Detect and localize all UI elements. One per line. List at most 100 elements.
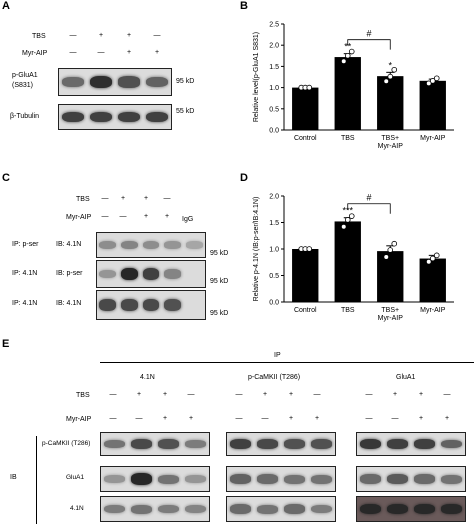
tbs-sign: — — [313, 391, 321, 398]
row-label: 4.1N — [70, 505, 84, 512]
blot-band — [185, 241, 203, 249]
blot-band — [157, 439, 180, 449]
myr-sign: + — [162, 415, 168, 422]
group-label: GluA1 — [396, 374, 416, 381]
blot-band — [118, 111, 140, 123]
x-tick-label: TBS+ — [381, 135, 399, 142]
y-tick-label: 2.0 — [269, 194, 279, 201]
blot-band — [310, 439, 333, 449]
ib-label: IB: 4.1N — [56, 300, 82, 307]
blot-label: β-Tubulin — [10, 113, 40, 120]
blot-label: p-GluA1 — [12, 72, 38, 79]
panel-letter-c: C — [2, 172, 10, 184]
blot-band — [142, 298, 160, 312]
blot-band — [103, 475, 126, 483]
chart-d: 0.0 0.5 1.0 1.5 2.0 Relative p-4.1N (IB:p-ser… — [253, 193, 454, 322]
myr-sign: + — [164, 213, 170, 220]
row-label-tbs: TBS — [32, 33, 46, 40]
x-tick-label: Control — [294, 307, 317, 314]
panel-letter-d: D — [240, 172, 248, 184]
row-label: p-CaMKII (T286) — [42, 440, 91, 447]
bracket-label: # — [366, 29, 371, 39]
myr-sign: — — [391, 415, 399, 422]
blot-band — [103, 439, 126, 449]
bar — [377, 76, 404, 130]
row-label: GluA1 — [66, 474, 85, 481]
western-blot-ip-41n-41n — [96, 290, 206, 320]
tbs-sign: — — [109, 391, 117, 398]
x-tick-label: Myr-AIP — [420, 307, 446, 314]
kd-marker: 95 kD — [210, 310, 229, 317]
blot-band — [142, 268, 160, 280]
igg-label: IgG — [182, 216, 194, 223]
bar — [334, 57, 361, 130]
blot-band — [62, 111, 84, 123]
kd-marker: 95 kD — [210, 250, 229, 257]
data-point — [344, 52, 351, 59]
blot-band — [256, 439, 279, 449]
blot-band — [90, 75, 112, 89]
tbs-sign: + — [120, 195, 126, 202]
tbs-sign: — — [163, 195, 171, 202]
blot-band — [130, 439, 153, 449]
blot-band — [386, 474, 409, 484]
ip-label: IP: 4.1N — [12, 270, 38, 277]
panel-letter-b: B — [240, 0, 248, 12]
data-point — [429, 78, 436, 84]
significance-label: *** — [342, 206, 353, 216]
blot-band — [256, 474, 279, 484]
blot-label: (S831) — [12, 82, 34, 89]
blot-band — [164, 241, 182, 249]
tbs-sign: + — [262, 391, 268, 398]
tbs-sign: + — [288, 391, 294, 398]
blot-band — [142, 240, 160, 250]
blot-band — [118, 76, 140, 88]
ib-bracket-line — [36, 436, 37, 524]
western-blot-ip-pser — [96, 232, 206, 258]
myr-sign: — — [261, 415, 269, 422]
group-label: 4.1N — [140, 374, 155, 381]
blot-band — [413, 503, 436, 515]
significance-bracket — [347, 39, 391, 50]
tbs-sign: — — [443, 391, 451, 398]
kd-marker: 55 kD — [176, 108, 195, 115]
tbs-sign: — — [101, 195, 109, 202]
kd-marker: 95 kD — [210, 278, 229, 285]
western-blot — [100, 496, 210, 522]
data-point — [429, 255, 436, 262]
data-point — [387, 73, 394, 80]
blot-band — [229, 504, 252, 514]
blot-band — [120, 298, 138, 312]
blot-band — [413, 439, 436, 449]
data-point — [391, 66, 398, 73]
ib-label: IB: p-ser — [56, 270, 83, 277]
tbs-sign: + — [392, 391, 398, 398]
western-blot-tubulin — [58, 104, 172, 130]
ip-label: IP: 4.1N — [12, 300, 38, 307]
myr-sign: — — [69, 49, 77, 56]
data-point — [433, 75, 440, 82]
tbs-sign: — — [187, 391, 195, 398]
y-tick-label: 1.0 — [269, 247, 279, 254]
blot-band — [413, 474, 436, 484]
y-tick-label: 1.5 — [269, 64, 279, 71]
ip-divider — [100, 362, 474, 363]
y-tick-label: 2.0 — [269, 43, 279, 50]
row-label-tbs: TBS — [76, 392, 90, 399]
blot-band — [130, 473, 153, 485]
blot-band — [283, 439, 306, 449]
data-point — [387, 247, 394, 253]
tbs-sign: + — [136, 391, 142, 398]
y-tick-label: 1.5 — [269, 220, 279, 227]
ib-label: IB — [10, 474, 17, 481]
blot-band — [184, 440, 207, 448]
y-axis-label: Relative level(p-GluA1 S831) — [253, 32, 260, 122]
chart-b: 0.0 0.5 1.0 1.5 2.0 2.5 Relative level(p-GluA1… — [253, 22, 454, 150]
blot-band — [440, 439, 463, 449]
myr-sign: — — [109, 415, 117, 422]
myr-sign: — — [101, 213, 109, 220]
x-tick-label: TBS — [341, 307, 355, 314]
western-blot-p-glua1 — [58, 68, 172, 96]
blot-band — [283, 504, 306, 514]
blot-band — [440, 474, 463, 484]
